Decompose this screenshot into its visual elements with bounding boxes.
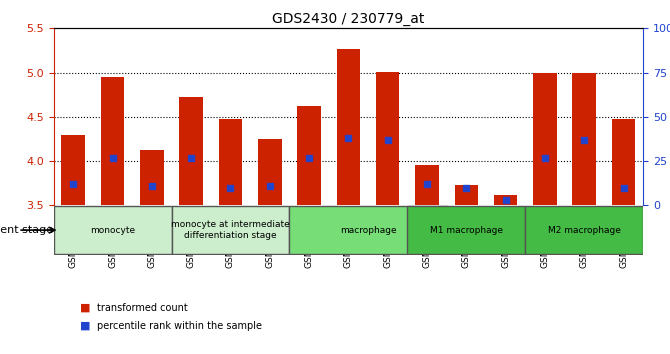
FancyBboxPatch shape [54,206,172,254]
Text: M2 macrophage: M2 macrophage [548,225,620,235]
Text: macrophage: macrophage [340,225,397,235]
Bar [572,73,596,205]
Bar [100,77,125,205]
Bar [494,195,517,205]
Text: M1 macrophage: M1 macrophage [430,225,502,235]
Bar [258,139,281,205]
Bar [336,49,360,205]
Bar [218,120,243,205]
Bar [533,73,557,205]
Title: GDS2430 / 230779_at: GDS2430 / 230779_at [272,12,425,26]
Text: transformed count: transformed count [97,303,188,313]
Bar [376,72,399,205]
Text: ■: ■ [80,303,91,313]
Text: percentile rank within the sample: percentile rank within the sample [97,321,262,331]
Bar [612,119,635,205]
Text: monocyte: monocyte [90,225,135,235]
Text: monocyte at intermediate
differentiation stage: monocyte at intermediate differentiation… [171,221,290,240]
Bar [415,166,439,205]
Bar [62,135,85,205]
Text: ■: ■ [80,321,91,331]
Text: development stage: development stage [0,225,54,235]
FancyBboxPatch shape [407,206,525,254]
FancyBboxPatch shape [172,206,289,254]
FancyBboxPatch shape [525,206,643,254]
Bar [297,106,321,205]
Bar [180,97,203,205]
Bar [140,150,163,205]
FancyBboxPatch shape [289,206,447,254]
Bar [454,185,478,205]
